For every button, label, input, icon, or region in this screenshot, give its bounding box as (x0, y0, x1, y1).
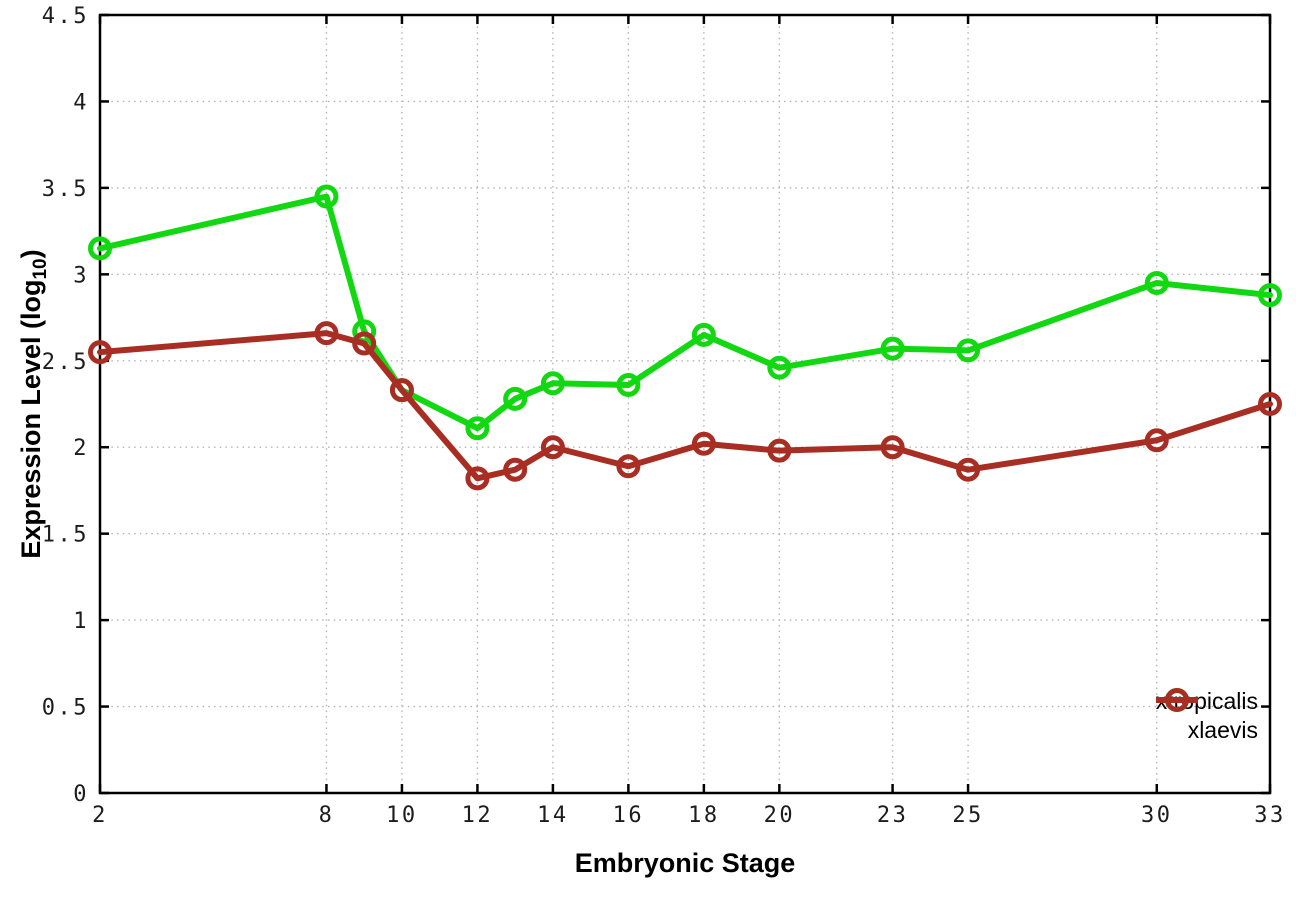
series-xlaevis-marker (465, 466, 490, 491)
series-xtropicalis-marker (1144, 270, 1169, 295)
y-tick-label: 1 (73, 609, 89, 634)
series-xtropicalis-marker (767, 355, 792, 380)
series-xtropicalis-marker (88, 236, 112, 261)
x-tick-label: 12 (462, 803, 494, 828)
series-xlaevis-marker (503, 457, 528, 482)
series-xtropicalis-line (97, 193, 1273, 432)
series-xtropicalis-marker (1258, 283, 1282, 308)
x-axis-title: Embryonic Stage (574, 848, 796, 878)
x-tick-label: 30 (1141, 803, 1173, 828)
legend-label-xlaevis: xlaevis (1187, 717, 1258, 743)
series-xtropicalis-marker (880, 336, 905, 361)
x-tick-label: 2 (92, 803, 108, 828)
series-xlaevis-marker (540, 435, 565, 460)
series-xtropicalis-marker (465, 416, 490, 441)
y-axis-title-text: Expression Level (log (16, 279, 46, 559)
y-axis-title-subscript: 10 (30, 258, 51, 280)
x-tick-label: 16 (613, 803, 645, 828)
y-tick-label: 3 (73, 263, 89, 288)
y-tick-label: 2.5 (42, 350, 89, 375)
series-xlaevis-marker (88, 340, 112, 365)
series-xtropicalis-marker (540, 371, 565, 396)
line-circle-marker-icon (1155, 688, 1198, 712)
y-tick-label: 4.5 (42, 4, 89, 29)
series-xlaevis-marker (352, 331, 377, 356)
x-tick-label: 14 (537, 803, 569, 828)
plot-border (98, 13, 1272, 795)
series-xtropicalis-marker (956, 338, 981, 363)
x-tick-label: 20 (764, 803, 796, 828)
y-axis-title: Expression Level (log10) (16, 234, 52, 574)
series-xtropicalis-marker (314, 184, 339, 209)
series-xlaevis-marker (956, 457, 981, 482)
series-xlaevis-line (97, 330, 1273, 482)
legend: xtropicalis xlaevis (1155, 687, 1258, 745)
legend-entry-xlaevis: xlaevis (1155, 688, 1258, 745)
y-tick-label: 2 (73, 436, 89, 461)
series-xtropicalis-marker (503, 386, 528, 411)
series-xtropicalis-marker (616, 372, 641, 397)
y-tick-label: 0.5 (42, 696, 89, 721)
series-xlaevis-marker (880, 435, 905, 460)
x-tick-label: 23 (877, 803, 909, 828)
series-xlaevis-marker (1144, 428, 1169, 453)
y-tick-label: 3.5 (42, 177, 89, 202)
series-xlaevis-marker (616, 454, 641, 479)
series-xtropicalis-marker (691, 322, 716, 347)
y-tick-label: 0 (73, 782, 89, 807)
series-xlaevis-marker (389, 378, 414, 403)
y-tick-label: 1.5 (42, 523, 89, 548)
x-tick-label: 25 (952, 803, 984, 828)
x-tick-label: 8 (319, 803, 335, 828)
x-tick-label: 10 (386, 803, 418, 828)
series-xlaevis-marker (314, 321, 339, 346)
y-tick-label: 4 (73, 90, 89, 115)
series-xlaevis-marker (767, 438, 792, 463)
x-tick-label: 33 (1254, 803, 1286, 828)
series-xlaevis-marker (691, 431, 716, 456)
y-axis-title-suffix: ) (16, 249, 46, 259)
x-tick-label: 18 (688, 803, 720, 828)
series-xlaevis-marker (1258, 392, 1282, 416)
